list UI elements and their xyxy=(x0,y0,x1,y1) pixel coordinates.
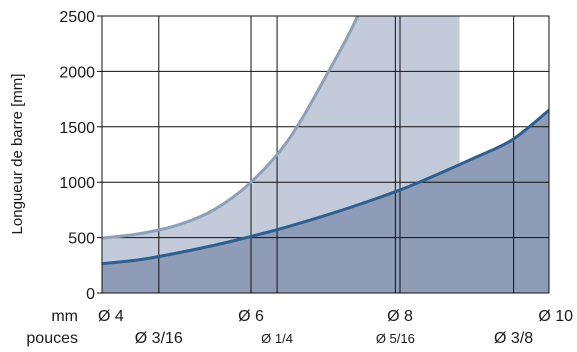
x-tick-label: Ø 3/8 xyxy=(494,330,533,347)
x-tick-label: Ø 5/16 xyxy=(376,331,415,346)
x-tick-label: Ø 3/16 xyxy=(135,330,183,347)
x-tick-label: Ø 6 xyxy=(238,308,264,325)
plot-frame xyxy=(101,15,550,294)
x-tick-label: Ø 4 xyxy=(98,308,124,325)
y-tick-label: 2000 xyxy=(59,64,95,81)
x-tick-label: Ø 1/4 xyxy=(261,331,293,346)
x-tick-label: Ø 10 xyxy=(538,308,573,325)
series-1-area xyxy=(102,110,549,293)
y-tick-label: 1500 xyxy=(59,120,95,137)
x-row-unit: pouces xyxy=(26,330,78,347)
y-tick-label: 1000 xyxy=(59,175,95,192)
y-tick-label: 2500 xyxy=(59,9,95,26)
series-1-line xyxy=(102,108,549,266)
y-tick-label: 500 xyxy=(68,231,95,248)
x-row-unit: mm xyxy=(51,308,78,325)
x-tick-label: Ø 8 xyxy=(387,308,413,325)
series-0-line xyxy=(102,16,360,240)
y-tick-label: 0 xyxy=(86,286,95,303)
y-axis-label: Longueur de barre [mm] xyxy=(9,74,26,235)
